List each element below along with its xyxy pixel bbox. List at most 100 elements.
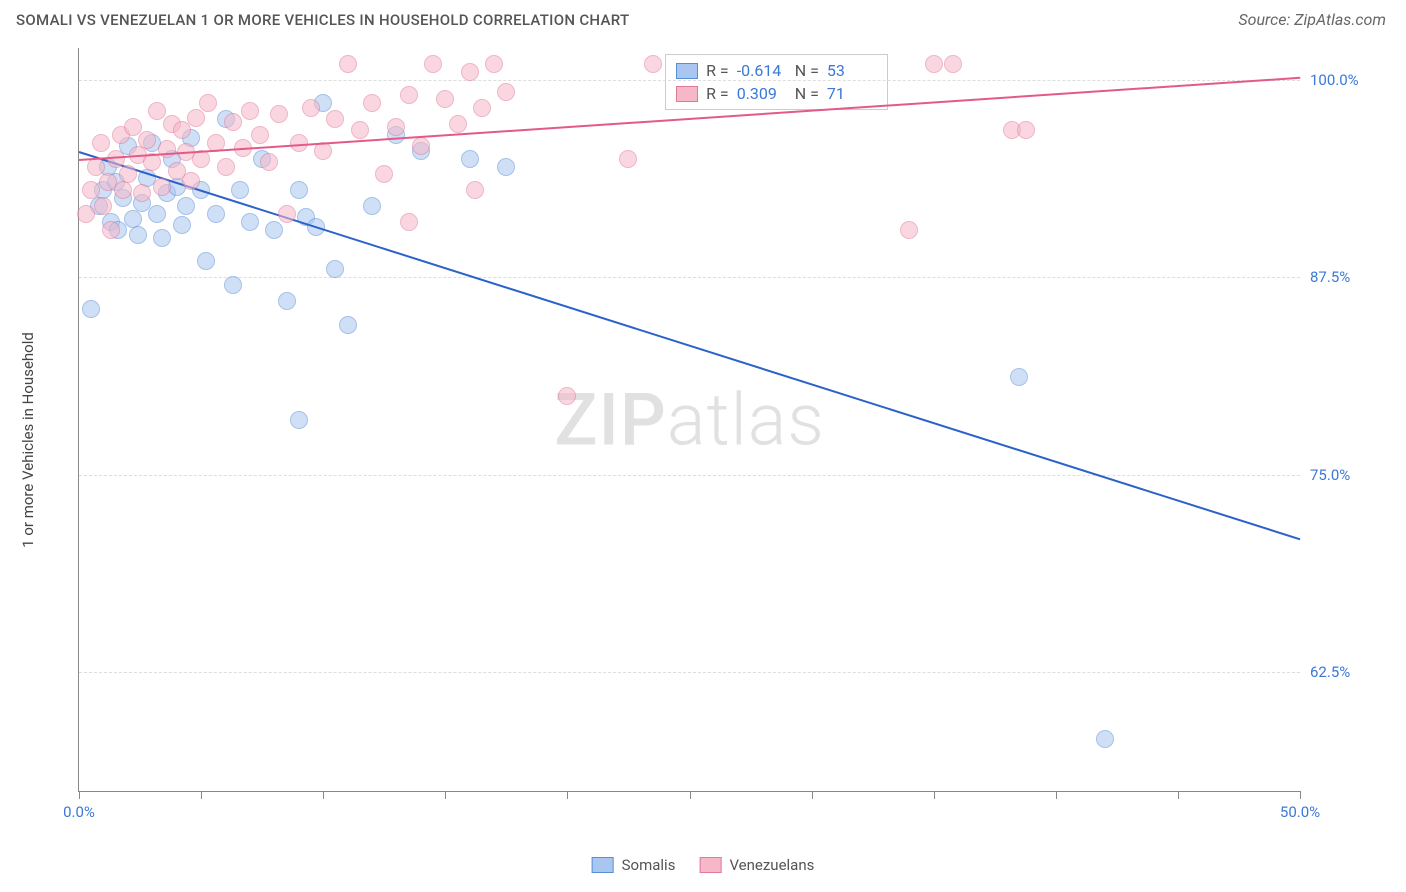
gridline	[79, 80, 1300, 81]
x-tick	[567, 791, 568, 799]
x-tick	[1178, 791, 1179, 799]
data-point	[387, 118, 405, 136]
series-legend: Somalis Venezuelans	[592, 856, 815, 874]
data-point	[1096, 730, 1114, 748]
data-point	[119, 165, 137, 183]
y-tick-label: 75.0%	[1310, 466, 1380, 484]
data-point	[944, 55, 962, 73]
data-point	[124, 118, 142, 136]
swatch-somalis	[592, 857, 614, 873]
data-point	[400, 213, 418, 231]
data-point	[197, 252, 215, 270]
n-value-somalis: 53	[827, 61, 877, 80]
data-point	[251, 126, 269, 144]
x-tick	[445, 791, 446, 799]
trend-line	[79, 151, 1301, 540]
data-point	[400, 86, 418, 104]
data-point	[153, 178, 171, 196]
data-point	[925, 55, 943, 73]
data-point	[177, 197, 195, 215]
x-tick	[79, 791, 80, 799]
data-point	[260, 153, 278, 171]
data-point	[1010, 368, 1028, 386]
legend-row-somalis: R = -0.614 N = 53	[676, 59, 877, 82]
data-point	[326, 110, 344, 128]
x-tick	[1056, 791, 1057, 799]
x-tick	[201, 791, 202, 799]
data-point	[290, 181, 308, 199]
data-point	[290, 411, 308, 429]
swatch-somalis	[676, 63, 698, 79]
data-point	[424, 55, 442, 73]
data-point	[339, 316, 357, 334]
r-label: R =	[706, 84, 729, 103]
data-point	[900, 221, 918, 239]
data-point	[485, 55, 503, 73]
data-point	[148, 205, 166, 223]
data-point	[133, 184, 151, 202]
data-point	[473, 99, 491, 117]
chart-title: SOMALI VS VENEZUELAN 1 OR MORE VEHICLES …	[16, 11, 629, 29]
data-point	[241, 213, 259, 231]
y-tick-label: 87.5%	[1310, 268, 1380, 286]
data-point	[278, 205, 296, 223]
data-point	[644, 55, 662, 73]
data-point	[94, 197, 112, 215]
x-tick	[812, 791, 813, 799]
data-point	[187, 109, 205, 127]
data-point	[217, 158, 235, 176]
legend-item-venezuelans: Venezuelans	[699, 856, 814, 874]
x-tick	[934, 791, 935, 799]
data-point	[148, 102, 166, 120]
data-point	[466, 181, 484, 199]
data-point	[199, 94, 217, 112]
data-point	[436, 90, 454, 108]
data-point	[351, 121, 369, 139]
x-tick	[1300, 791, 1301, 799]
y-tick-label: 100.0%	[1310, 71, 1380, 89]
r-value-venezuelans: 0.309	[737, 84, 787, 103]
data-point	[114, 181, 132, 199]
data-point	[449, 115, 467, 133]
data-point	[92, 134, 110, 152]
data-point	[224, 113, 242, 131]
data-point	[231, 181, 249, 199]
data-point	[77, 205, 95, 223]
n-value-venezuelans: 71	[827, 84, 877, 103]
data-point	[102, 221, 120, 239]
data-point	[497, 83, 515, 101]
plot-area: ZIPatlas R = -0.614 N = 53 R = 0.309 N =…	[78, 48, 1300, 792]
data-point	[129, 226, 147, 244]
data-point	[339, 55, 357, 73]
data-point	[82, 181, 100, 199]
data-point	[461, 63, 479, 81]
gridline	[79, 277, 1300, 278]
data-point	[363, 94, 381, 112]
data-point	[619, 150, 637, 168]
data-point	[363, 197, 381, 215]
data-point	[558, 387, 576, 405]
data-point	[1017, 121, 1035, 139]
legend-label-venezuelans: Venezuelans	[729, 856, 814, 874]
r-value-somalis: -0.614	[737, 61, 787, 80]
y-tick-label: 62.5%	[1310, 663, 1380, 681]
data-point	[461, 150, 479, 168]
legend-row-venezuelans: R = 0.309 N = 71	[676, 82, 877, 105]
n-label: N =	[795, 84, 819, 103]
swatch-venezuelans	[676, 86, 698, 102]
chart-container: 1 or more Vehicles in Household ZIPatlas…	[48, 48, 1390, 832]
data-point	[173, 121, 191, 139]
legend-label-somalis: Somalis	[622, 856, 676, 874]
data-point	[265, 221, 283, 239]
data-point	[173, 216, 191, 234]
correlation-legend: R = -0.614 N = 53 R = 0.309 N = 71	[665, 54, 888, 110]
n-label: N =	[795, 61, 819, 80]
data-point	[375, 165, 393, 183]
data-point	[278, 292, 296, 310]
data-point	[241, 102, 259, 120]
legend-item-somalis: Somalis	[592, 856, 676, 874]
gridline	[79, 475, 1300, 476]
x-tick-label: 50.0%	[1280, 803, 1320, 821]
x-tick	[323, 791, 324, 799]
r-label: R =	[706, 61, 729, 80]
